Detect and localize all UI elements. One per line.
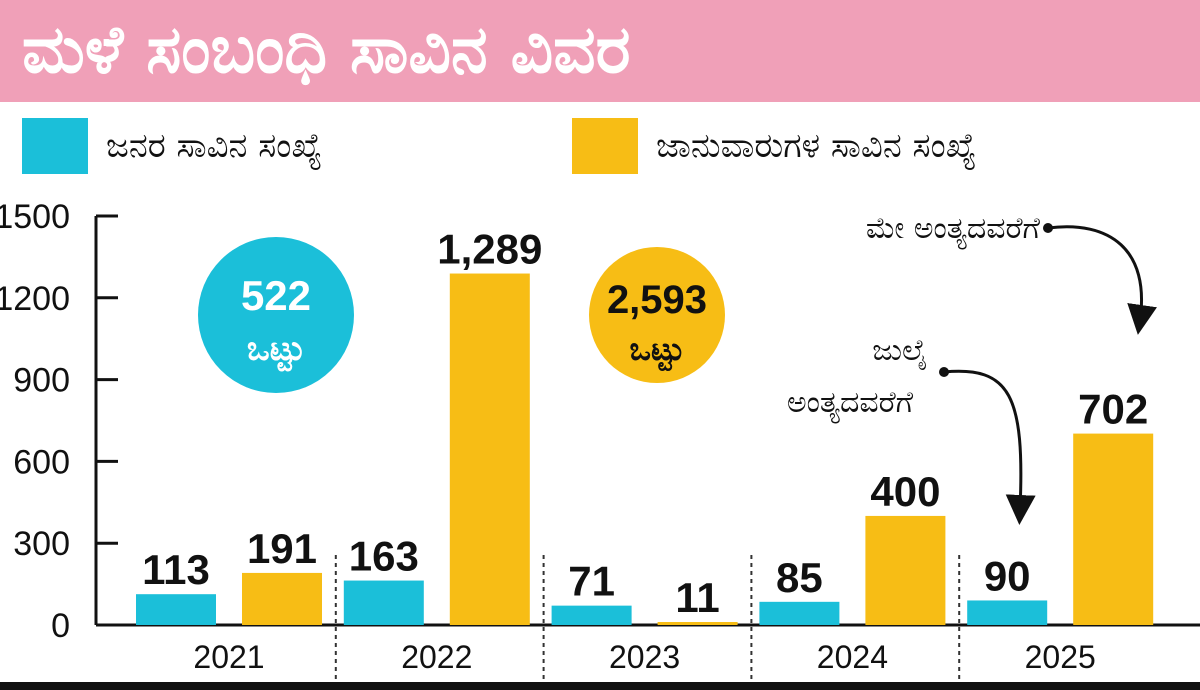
bar-people-2023: [551, 605, 632, 625]
data-label: 11: [675, 574, 719, 621]
y-tick-label: 300: [13, 525, 70, 563]
legend-label-animals: ಜಾನುವಾರುಗಳ ಸಾವಿನ ಸಂಖ್ಯೆ: [656, 126, 977, 166]
x-tick-label: 2025: [1025, 639, 1096, 675]
legend-animals: ಜಾನುವಾರುಗಳ ಸಾವಿನ ಸಂಖ್ಯೆ: [572, 118, 976, 174]
y-tick-label: 600: [13, 443, 70, 481]
data-label: 85: [776, 554, 823, 601]
data-label: 191: [247, 525, 317, 572]
total-people-label: ಒಟ್ಟು: [247, 329, 305, 372]
data-label: 90: [984, 552, 1031, 599]
bar-people-2021: [136, 594, 216, 625]
total-people-value: 522: [241, 272, 311, 319]
bar-chart: 0 300 600 900 1200 1500 113 191 2021 163 1,289 202…: [0, 198, 1200, 682]
annotation-july-line1: ಜುಲೈ: [872, 333, 927, 370]
annotation-may: ಮೇ ಅಂತ್ಯದವರೆಗೆ: [866, 211, 1041, 250]
data-label: 163: [349, 533, 419, 580]
x-tick-label: 2021: [193, 639, 264, 675]
data-label: 702: [1078, 386, 1148, 433]
legend-swatch-people: [22, 118, 88, 174]
bar-people-2022: [343, 580, 424, 625]
data-label: 71: [568, 558, 615, 605]
chart-title: ಮಳೆ ಸಂಬಂಧಿ ಸಾವಿನ ವಿವರ: [22, 11, 631, 88]
legend-label-people: ಜನರ ಸಾವಿನ ಸಂಖ್ಯೆ: [106, 126, 323, 166]
x-tick-label: 2023: [609, 639, 680, 675]
y-tick-label: 900: [13, 362, 70, 400]
bar-animals-2024: [865, 515, 946, 625]
data-label: 113: [142, 546, 210, 593]
y-tick-label: 1500: [0, 198, 70, 236]
x-tick-label: 2022: [401, 639, 472, 675]
legend-people: ಜನರ ಸಾವಿನ ಸಂಖ್ಯೆ: [22, 118, 322, 174]
bar-animals-2025: [1073, 433, 1154, 625]
y-tick-label: 1200: [0, 280, 70, 318]
data-label: 400: [870, 468, 940, 515]
x-tick-label: 2024: [817, 639, 888, 675]
total-animals-bubble: [589, 247, 725, 383]
total-animals-value: 2,593: [607, 278, 707, 322]
arrow-july: [943, 369, 1036, 525]
bar-animals-2022: [449, 273, 530, 625]
annotation-july-line2: ಅಂತ್ಯದವರೆಗೆ: [787, 385, 914, 424]
arrow-july-dot: [939, 367, 949, 377]
total-people-bubble: [198, 237, 354, 393]
data-label: 1,289: [437, 226, 542, 273]
bottom-bar: [0, 682, 1200, 690]
y-tick-label: 0: [51, 607, 70, 645]
arrow-may: [1047, 225, 1157, 335]
bar-animals-2023: [657, 622, 738, 625]
arrow-may-dot: [1043, 223, 1053, 233]
title-band: ಮಳೆ ಸಂಬಂಧಿ ಸಾವಿನ ವಿವರ: [0, 0, 1200, 102]
total-animals-label: ಒಟ್ಟು: [630, 330, 685, 371]
bar-people-2024: [759, 601, 840, 625]
legend-swatch-animals: [572, 118, 638, 174]
bar-people-2025: [967, 600, 1048, 625]
bar-animals-2021: [242, 572, 322, 625]
